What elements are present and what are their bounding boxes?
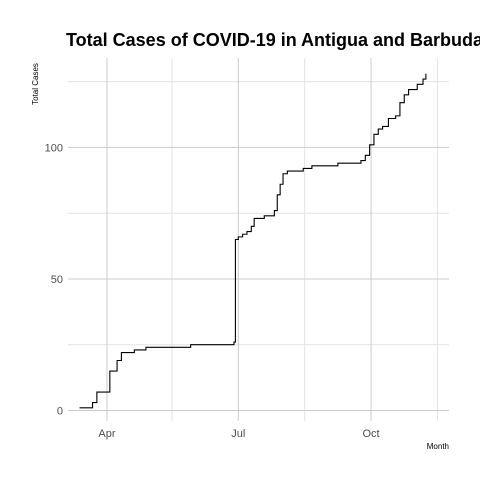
tick-labels: 0 50 100 Apr Jul Oct: [45, 142, 380, 440]
y-tick-label: 50: [51, 274, 63, 286]
x-tick-label: Apr: [98, 428, 115, 440]
gridlines: [68, 58, 449, 421]
chart-title: Total Cases of COVID-19 in Antigua and B…: [66, 30, 480, 50]
x-tick-label: Oct: [363, 428, 380, 440]
series-line: [79, 73, 427, 409]
y-axis-label: Total Cases: [31, 63, 40, 105]
y-tick-label: 100: [45, 142, 63, 154]
y-tick-label: 0: [57, 405, 63, 417]
x-axis-label: Month: [427, 442, 449, 451]
x-tick-label: Jul: [231, 428, 245, 440]
